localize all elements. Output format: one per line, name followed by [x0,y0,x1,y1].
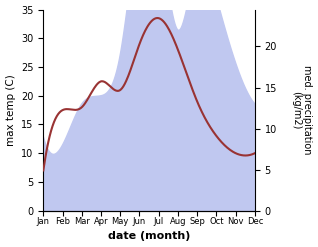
X-axis label: date (month): date (month) [108,231,190,242]
Y-axis label: max temp (C): max temp (C) [5,74,16,146]
Y-axis label: med. precipitation
(kg/m2): med. precipitation (kg/m2) [291,65,313,155]
